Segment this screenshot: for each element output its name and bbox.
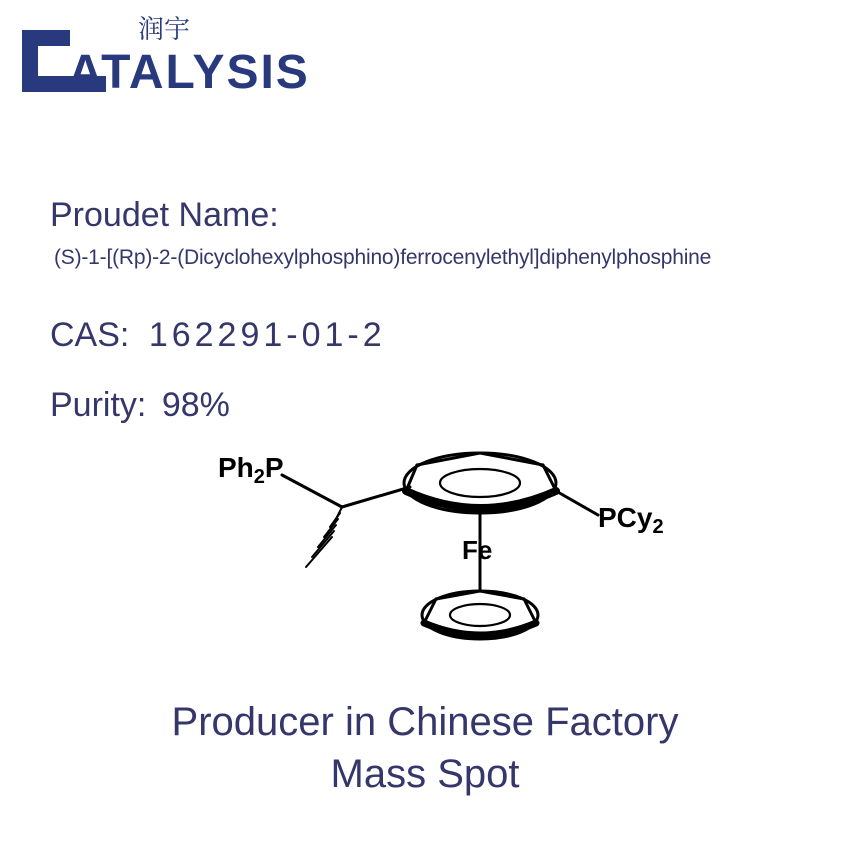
logo-chinese: 润宇 — [138, 14, 190, 46]
product-name-value: (S)-1-[(Rp)-2-(Dicyclohexylphosphino)fer… — [54, 246, 711, 270]
logo-word: ATALYSIS — [68, 46, 310, 99]
cas-row: CAS: 162291-01-2 — [50, 316, 386, 355]
footer-line-1: Producer in Chinese Factory — [0, 696, 850, 748]
label-pcy2: PCy2 — [598, 502, 664, 538]
purity-row: Purity: 98% — [50, 386, 230, 425]
label-ph2p: Ph2P — [218, 452, 284, 488]
chemical-structure: Ph2P PCy2 Fe — [210, 415, 670, 675]
purity-label: Purity: — [50, 386, 146, 424]
cas-label: CAS: — [50, 316, 129, 354]
brand-logo: 润宇 ATALYSIS — [18, 14, 328, 114]
label-fe: Fe — [462, 535, 492, 565]
footer-line-2: Mass Spot — [0, 748, 850, 800]
footer-tagline: Producer in Chinese Factory Mass Spot — [0, 696, 850, 800]
product-name-label: Proudet Name: — [50, 196, 279, 235]
cas-value: 162291-01-2 — [149, 316, 386, 354]
